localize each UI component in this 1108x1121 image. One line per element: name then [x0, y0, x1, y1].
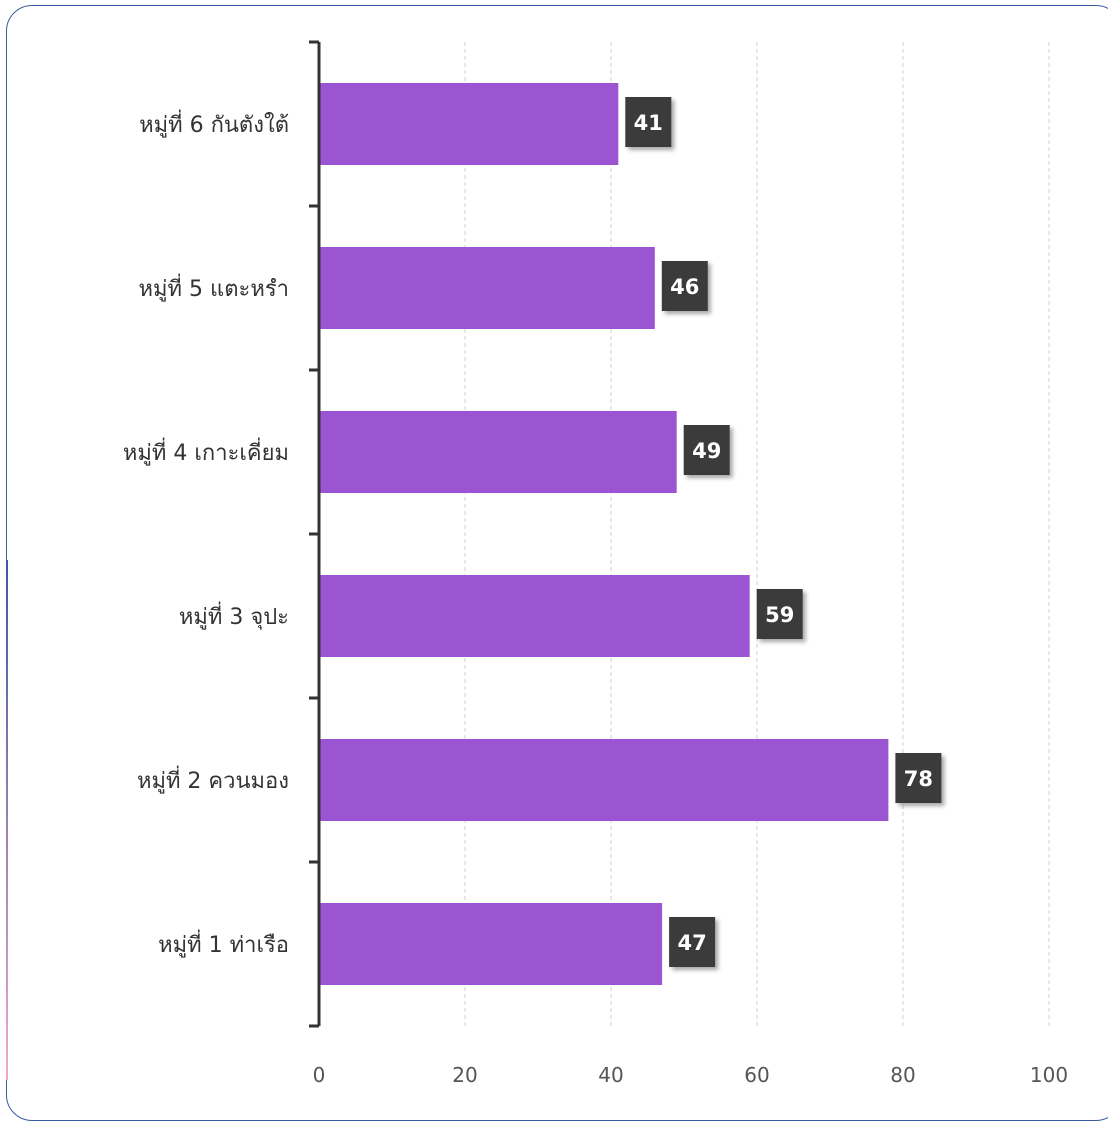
- data-label-box: [895, 753, 942, 803]
- data-label: 49: [692, 439, 721, 463]
- x-tick-label: 80: [890, 1063, 915, 1087]
- y-axis: [309, 40, 321, 1028]
- data-label: 41: [634, 111, 663, 135]
- bars: [319, 83, 889, 985]
- bar: [319, 411, 677, 493]
- category-label: หมู่ที่ 3 จุปะ: [179, 601, 289, 630]
- bar: [319, 83, 619, 165]
- x-tick-label: 0: [313, 1063, 326, 1087]
- data-label: 59: [765, 603, 794, 627]
- data-label-box: [625, 97, 672, 147]
- bar: [319, 575, 750, 657]
- data-label: 78: [904, 767, 933, 791]
- x-tick-label: 60: [744, 1063, 769, 1087]
- category-label: หมู่ที่ 6 กันตังใต้: [139, 109, 289, 138]
- data-label-box: [756, 589, 803, 639]
- category-label: หมู่ที่ 2 ควนมอง: [137, 765, 289, 794]
- data-label: 47: [677, 931, 706, 955]
- data-label-box: [669, 917, 716, 967]
- bar: [319, 739, 889, 821]
- data-label-box: [683, 425, 730, 475]
- data-label-box: [661, 261, 708, 311]
- category-label: หมู่ที่ 5 แตะหรำ: [139, 273, 289, 302]
- x-tick-label: 20: [452, 1063, 477, 1087]
- frame-accent: [6, 560, 8, 1080]
- x-tick-label: 100: [1030, 1063, 1068, 1087]
- category-label: หมู่ที่ 1 ท่าเรือ: [158, 929, 289, 958]
- category-label: หมู่ที่ 4 เกาะเคี่ยม: [123, 437, 289, 466]
- bar: [319, 903, 663, 985]
- labels: 0 20 40 60 80 100 หมู่ที่ 6 กันตังใต้ 41 หมู่ที่…: [123, 97, 1068, 1087]
- x-tick-label: 40: [598, 1063, 623, 1087]
- gridlines: [464, 42, 1050, 1026]
- bar: [319, 247, 655, 329]
- data-label: 46: [670, 275, 699, 299]
